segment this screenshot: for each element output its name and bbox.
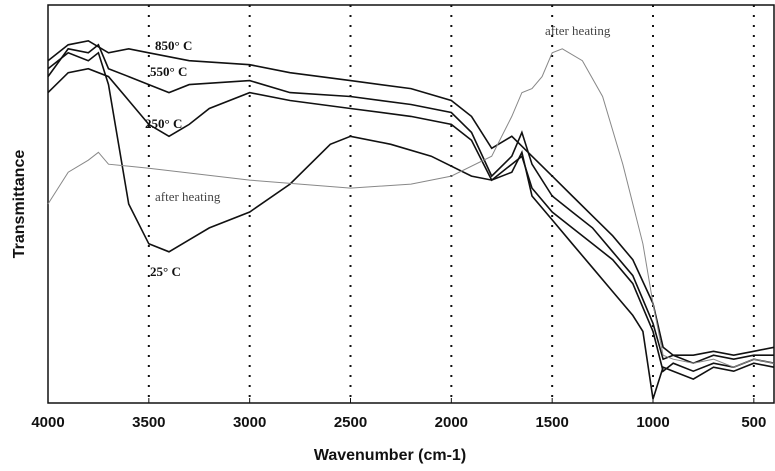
x-tick-label: 500 [741,414,766,431]
spectrum-line [47,48,775,368]
x-tick-label: 2500 [334,414,367,431]
spectrum-line [47,67,775,373]
y-axis-label: Transmittance [11,150,28,259]
spectrum-line [47,51,775,400]
series-label: 25° C [150,264,181,279]
annotation: after heating [545,23,611,38]
x-tick-label: 3500 [132,414,165,431]
x-tick-label: 2000 [435,414,468,431]
series-label: 850° C [155,38,192,53]
spectrum-line [47,39,775,357]
x-tick-label: 1000 [636,414,669,431]
spectrum-line [47,43,774,365]
series-label: 250° C [145,116,182,131]
x-tick-label: 3000 [233,414,266,431]
series-label: after heating [155,189,221,204]
x-tick-label: 4000 [31,414,64,431]
x-axis-label: Wavenumber (cm-1) [314,447,466,464]
series-label: 550° C [150,64,187,79]
x-tick-label: 1500 [535,414,568,431]
